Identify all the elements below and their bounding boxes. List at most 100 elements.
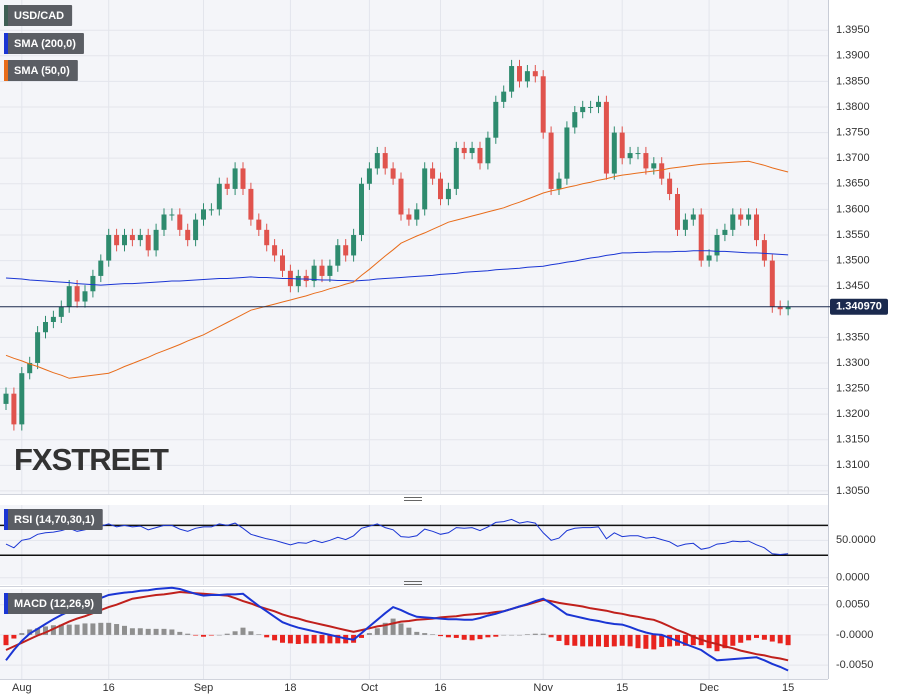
y-tick-label: 1.3500 (836, 254, 870, 266)
candle-body (114, 234, 120, 246)
resize-handle[interactable] (404, 497, 422, 501)
candle-body (422, 168, 428, 210)
y-tick-label: 1.3550 (836, 229, 870, 241)
candle-body (501, 91, 507, 102)
legend-label: MACD (12,26,9) (14, 598, 94, 610)
candle-body (643, 153, 649, 169)
candle-body (74, 286, 80, 302)
candle-body (366, 168, 372, 184)
histogram-bar (98, 622, 104, 635)
candle-body (603, 101, 609, 174)
x-tick-label: Sep (194, 682, 214, 694)
histogram-bar (532, 633, 538, 635)
histogram-bar (627, 634, 633, 647)
x-tick-label: Dec (699, 682, 719, 694)
candle-body (477, 147, 483, 164)
candle-body (746, 214, 752, 220)
histogram-bar (493, 634, 499, 637)
histogram-bar (722, 634, 728, 649)
candle-body (564, 127, 570, 179)
candle-body (264, 229, 270, 246)
signal-line (5, 590, 789, 662)
candle-body (256, 219, 262, 230)
legend-chip (4, 5, 73, 26)
histogram-bar (359, 634, 364, 638)
histogram-bar (90, 623, 96, 635)
x-tick-label: 15 (782, 682, 794, 694)
candle-body (224, 183, 230, 189)
histogram-bar (382, 622, 388, 635)
y-tick-label: 1.3700 (836, 152, 870, 164)
histogram-bar (746, 634, 752, 641)
candle-body (343, 245, 349, 256)
candle-body (319, 265, 325, 276)
histogram-bar (422, 633, 428, 635)
histogram-bar (580, 634, 586, 647)
candle-body (98, 260, 104, 276)
candle-body (667, 178, 673, 195)
legend-chip (4, 593, 103, 614)
histogram-bar (738, 634, 744, 643)
resize-handle[interactable] (404, 581, 422, 585)
legend-swatch (4, 33, 8, 54)
candle-body (406, 214, 412, 220)
candle-body (461, 147, 467, 154)
candle-body (295, 275, 301, 287)
candle-body (572, 112, 578, 128)
candle-body (185, 229, 191, 241)
y-tick-label: -0.0000 (836, 629, 873, 641)
histogram-bar (556, 634, 562, 641)
histogram-bar (287, 634, 293, 644)
candle-body (177, 214, 183, 230)
y-tick-label: -0.0050 (836, 659, 873, 671)
histogram-bar (469, 634, 475, 641)
histogram-bar (185, 633, 191, 635)
histogram-bar (224, 633, 230, 635)
candle-body (145, 234, 151, 251)
histogram-bar (769, 634, 775, 642)
histogram-bar (335, 634, 341, 644)
histogram-bar (169, 629, 175, 635)
candle-body (11, 393, 17, 425)
histogram-bar (137, 628, 143, 635)
candle-body (761, 240, 767, 261)
legend-label: SMA (200,0) (14, 38, 76, 50)
y-tick-label: 1.3050 (836, 485, 870, 497)
candle-body (785, 306, 791, 310)
candle-body (675, 194, 680, 230)
candle-body (106, 234, 112, 261)
candle-body (706, 255, 712, 261)
last-value-tag (830, 298, 888, 315)
candle-body (90, 275, 96, 292)
candle-body (548, 132, 554, 189)
histogram-bar (19, 633, 25, 635)
candle-body (611, 132, 617, 174)
candle-body (445, 188, 451, 200)
histogram-bar (438, 634, 443, 637)
y-tick-label: 1.3100 (836, 459, 870, 471)
y-tick-label: 1.3200 (836, 408, 870, 420)
histogram-bar (406, 627, 412, 635)
candle-body (161, 214, 167, 230)
candle-body (635, 153, 641, 155)
candle-body (414, 209, 420, 220)
histogram-bar (311, 634, 317, 644)
histogram-bar (248, 631, 254, 635)
candle-body (453, 147, 459, 189)
legend-label: RSI (14,70,30,1) (14, 514, 95, 526)
candle-body (556, 178, 562, 189)
candle-body (272, 245, 278, 256)
y-tick-label: 1.3300 (836, 357, 870, 369)
histogram-bar (264, 634, 270, 638)
macd-line (5, 586, 789, 672)
y-tick-label: 1.3750 (836, 126, 870, 138)
histogram-bar (74, 624, 80, 635)
candle-body (122, 234, 127, 246)
candle-body (82, 291, 88, 302)
histogram-bar (3, 634, 9, 646)
histogram-bar (730, 634, 736, 646)
candle-body (169, 214, 175, 216)
candle-body (303, 275, 309, 282)
